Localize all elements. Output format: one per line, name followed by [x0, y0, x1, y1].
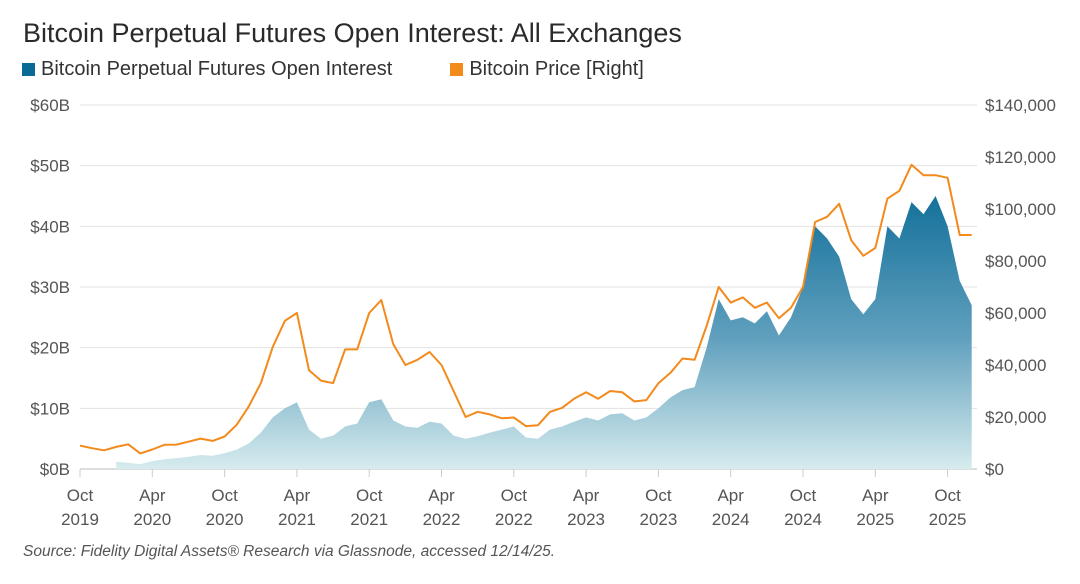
x-tick-year: 2019	[61, 510, 99, 529]
x-tick-month: Apr	[284, 486, 311, 505]
x-tick-month: Oct	[356, 486, 383, 505]
price-line	[79, 163, 972, 455]
y-right-tick-label: $100,000	[985, 200, 1056, 219]
x-tick-month: Apr	[139, 486, 166, 505]
y-right-tick-label: $20,000	[985, 408, 1046, 427]
source-note: Source: Fidelity Digital Assets® Researc…	[23, 543, 556, 560]
x-tick-month: Oct	[790, 486, 817, 505]
x-tick-year: 2021	[350, 510, 388, 529]
y-right-tick-label: $140,000	[985, 96, 1056, 115]
legend-label-price: Bitcoin Price [Right]	[469, 58, 644, 80]
y-left-tick-label: $60B	[30, 96, 70, 115]
y-right-tick-label: $40,000	[985, 356, 1046, 375]
x-tick-month: Apr	[717, 486, 744, 505]
x-tick-month: Oct	[211, 486, 238, 505]
chart-title: Bitcoin Perpetual Futures Open Interest:…	[23, 18, 682, 48]
x-tick-year: 2020	[133, 510, 171, 529]
x-tick-year: 2023	[567, 510, 605, 529]
legend: Bitcoin Perpetual Futures Open Interest …	[22, 58, 644, 81]
x-tick-month: Apr	[573, 486, 600, 505]
x-tick-month: Oct	[934, 486, 961, 505]
x-tick-year: 2021	[278, 510, 316, 529]
legend-item-price: Bitcoin Price [Right]	[450, 58, 644, 81]
x-tick-year: 2025	[929, 510, 967, 529]
y-right-tick-label: $0	[985, 460, 1004, 479]
x-tick-month: Oct	[501, 486, 528, 505]
y-left-tick-label: $40B	[30, 217, 70, 236]
y-left-tick-label: $0B	[40, 460, 70, 479]
x-tick-year: 2024	[712, 510, 750, 529]
x-tick-month: Apr	[862, 486, 889, 505]
open-interest-area	[116, 196, 972, 469]
y-right-tick-label: $80,000	[985, 252, 1046, 271]
legend-swatch-open-interest	[22, 63, 35, 76]
y-left-tick-label: $30B	[30, 278, 70, 297]
y-right-tick-label: $120,000	[985, 148, 1056, 167]
y-left-tick-label: $20B	[30, 339, 70, 358]
x-tick-year: 2024	[784, 510, 822, 529]
x-tick-month: Apr	[428, 486, 455, 505]
x-tick-year: 2022	[423, 510, 461, 529]
legend-swatch-price	[450, 63, 464, 76]
y-left-tick-label: $10B	[30, 399, 70, 418]
legend-item-open-interest: Bitcoin Perpetual Futures Open Interest	[22, 58, 392, 81]
y-left-tick-label: $50B	[30, 157, 70, 176]
x-tick-month: Oct	[645, 486, 672, 505]
x-tick-year: 2022	[495, 510, 533, 529]
x-tick-year: 2023	[639, 510, 677, 529]
x-tick-year: 2020	[206, 510, 244, 529]
x-tick-year: 2025	[856, 510, 894, 529]
legend-label-open-interest: Bitcoin Perpetual Futures Open Interest	[41, 58, 393, 80]
y-right-tick-label: $60,000	[985, 304, 1046, 323]
x-tick-month: Oct	[67, 486, 94, 505]
